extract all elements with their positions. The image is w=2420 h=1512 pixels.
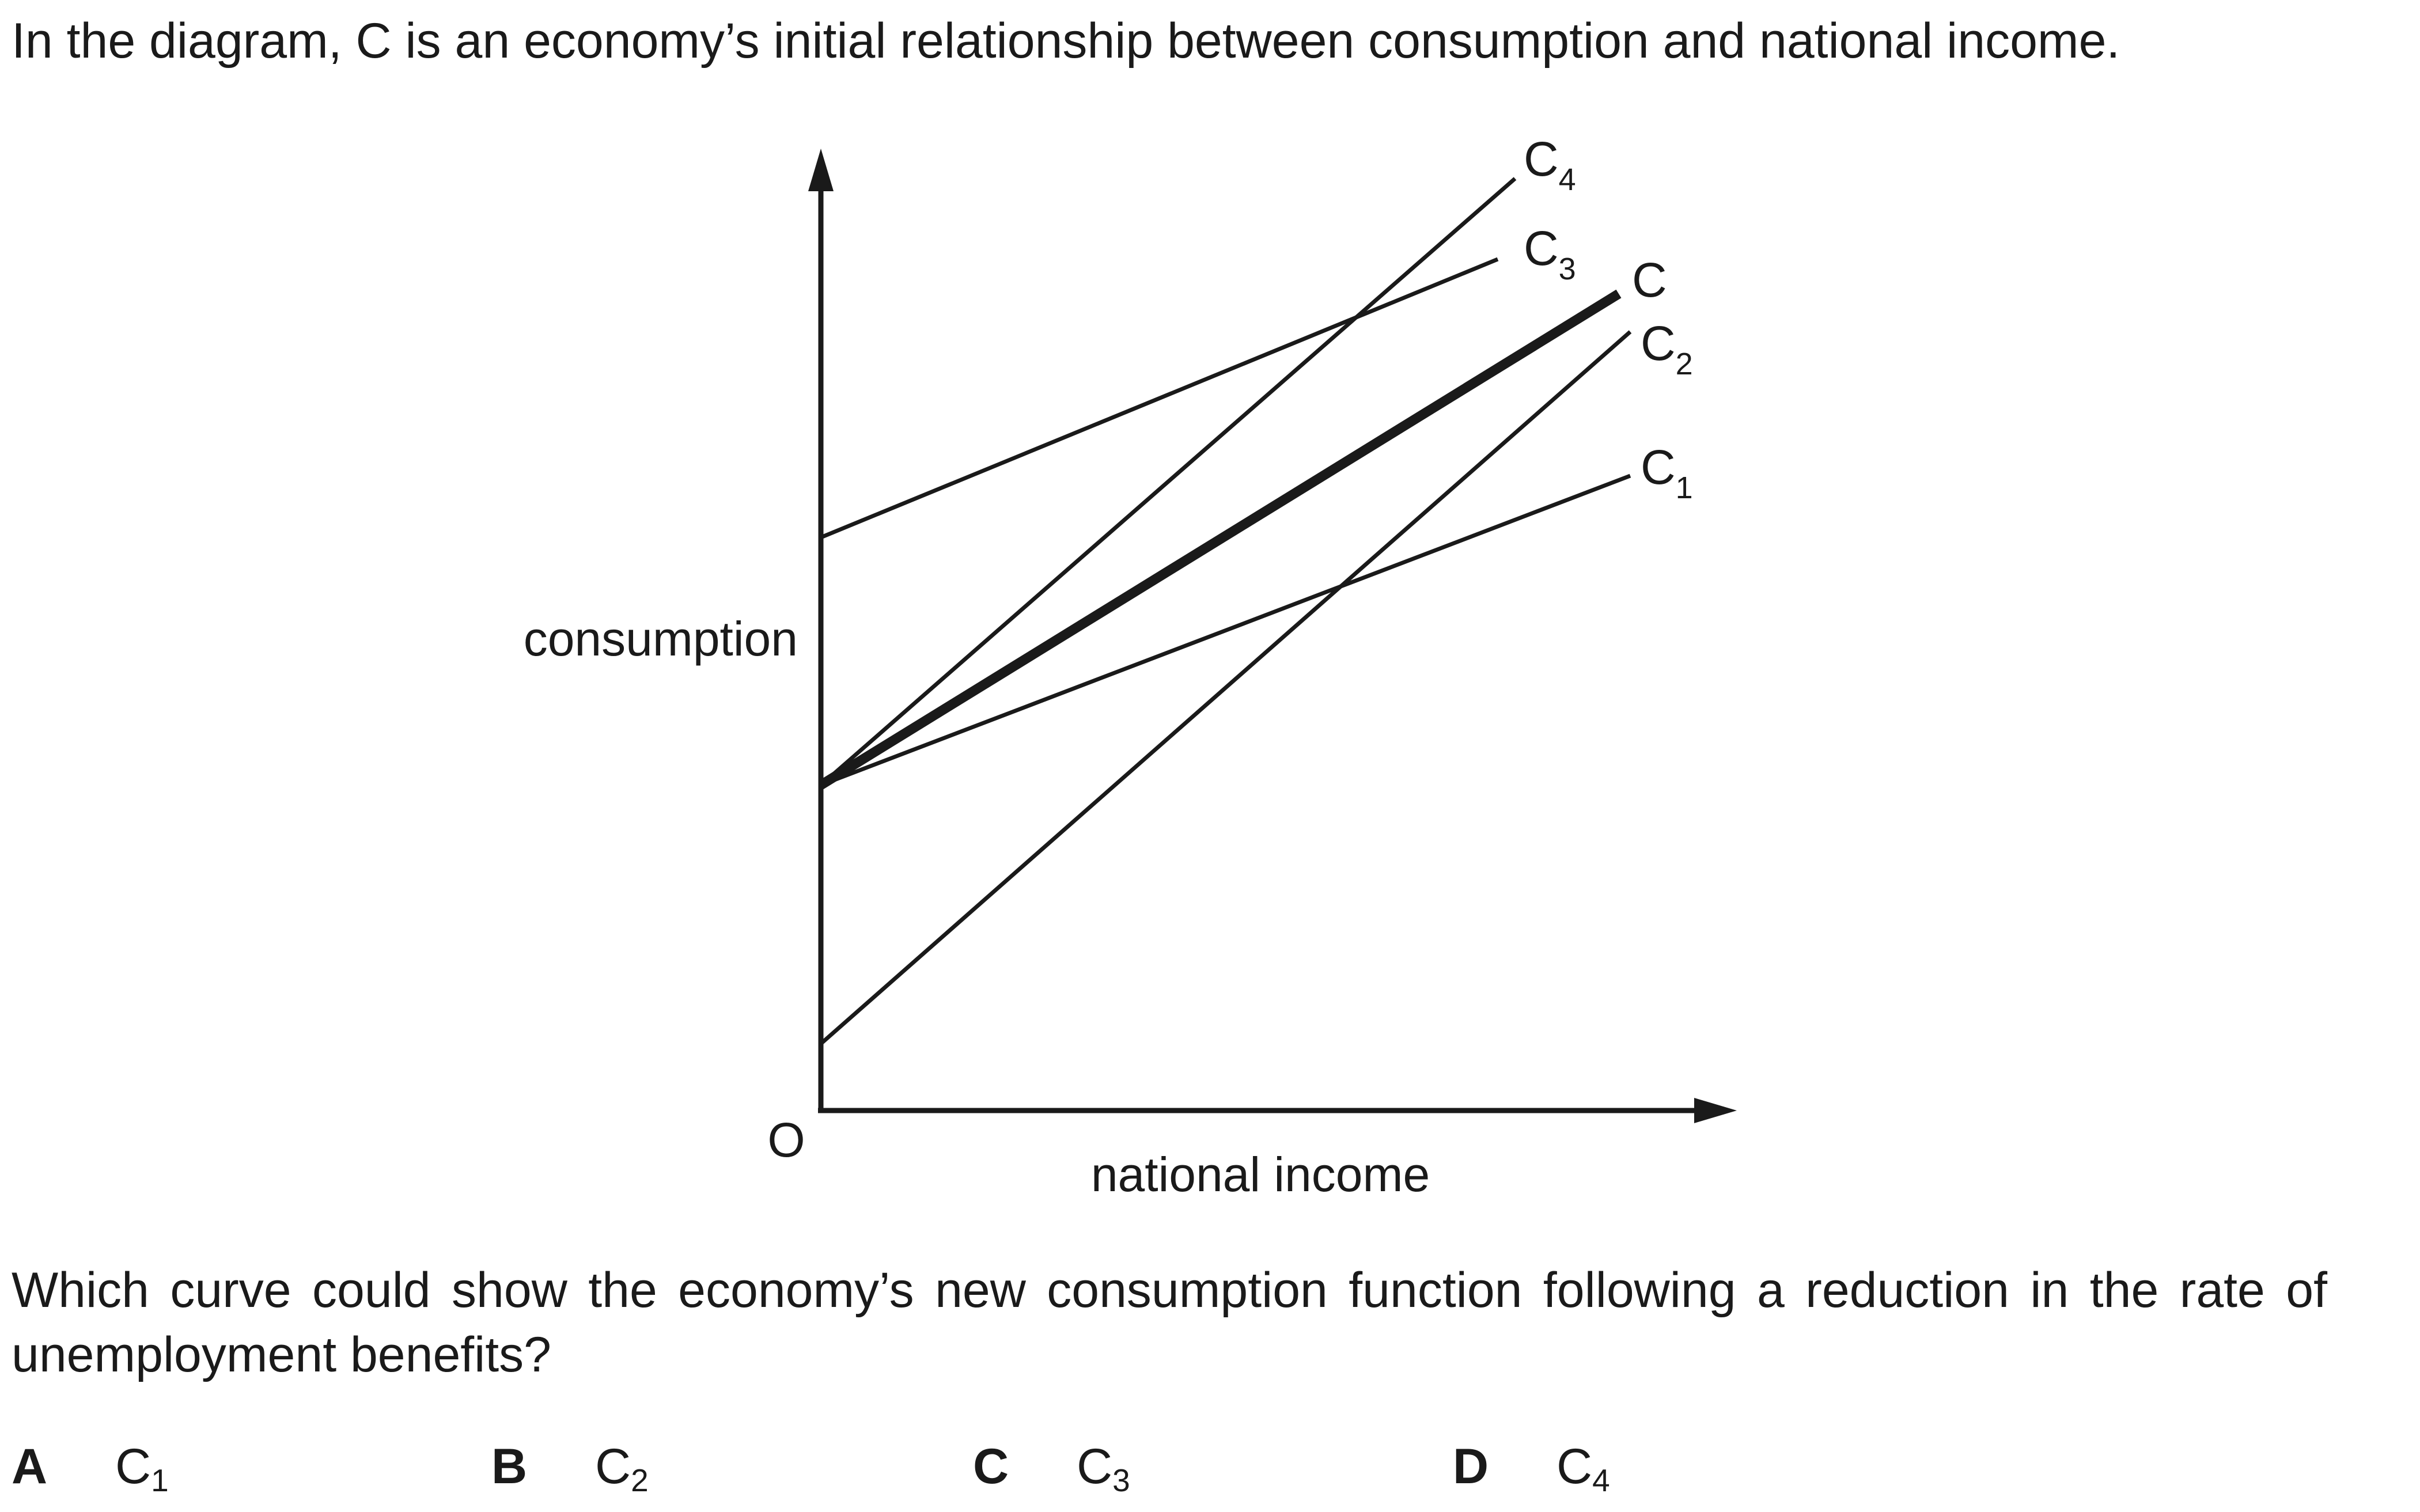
option-curve-subscript: 1 bbox=[151, 1462, 169, 1498]
option-letter: D bbox=[1453, 1439, 1489, 1494]
option-curve: C bbox=[1556, 1439, 1593, 1494]
option-d[interactable]: D C4 bbox=[1453, 1437, 1610, 1499]
option-curve-subscript: 2 bbox=[631, 1462, 649, 1498]
curve-c1 bbox=[820, 473, 1631, 787]
option-curve: C bbox=[1077, 1439, 1113, 1494]
curve-c3 bbox=[820, 257, 1499, 540]
curve-label-c: C bbox=[1632, 253, 1667, 307]
y-axis-arrowhead bbox=[808, 149, 834, 191]
x-axis-arrowhead bbox=[1694, 1098, 1737, 1123]
option-b[interactable]: B C2 bbox=[491, 1437, 649, 1499]
question-intro: In the diagram, C is an economy’s initia… bbox=[12, 13, 2120, 69]
option-curve: C bbox=[595, 1439, 631, 1494]
question-prompt: Which curve could show the economy’s new… bbox=[12, 1263, 2327, 1382]
option-letter: A bbox=[12, 1439, 48, 1494]
option-c[interactable]: C C3 bbox=[973, 1437, 1130, 1499]
y-axis-label: consumption bbox=[524, 612, 798, 666]
option-curve-subscript: 3 bbox=[1112, 1462, 1130, 1498]
origin-label: O bbox=[767, 1113, 805, 1167]
curve-label-c2: C2 bbox=[1641, 316, 1693, 381]
option-letter: C bbox=[973, 1439, 1009, 1494]
curve-c4 bbox=[819, 177, 1517, 787]
curve-c2 bbox=[819, 330, 1632, 1045]
option-curve-subscript: 4 bbox=[1592, 1462, 1610, 1498]
curve-label-c3: C3 bbox=[1524, 221, 1576, 286]
option-letter: B bbox=[491, 1439, 528, 1494]
curve-c bbox=[818, 289, 1622, 790]
curve-label-c4: C4 bbox=[1524, 132, 1576, 197]
x-axis-label: national income bbox=[1091, 1147, 1430, 1202]
option-curve: C bbox=[115, 1439, 152, 1494]
option-a[interactable]: A C1 bbox=[12, 1437, 169, 1499]
curve-label-c1: C1 bbox=[1641, 440, 1693, 505]
